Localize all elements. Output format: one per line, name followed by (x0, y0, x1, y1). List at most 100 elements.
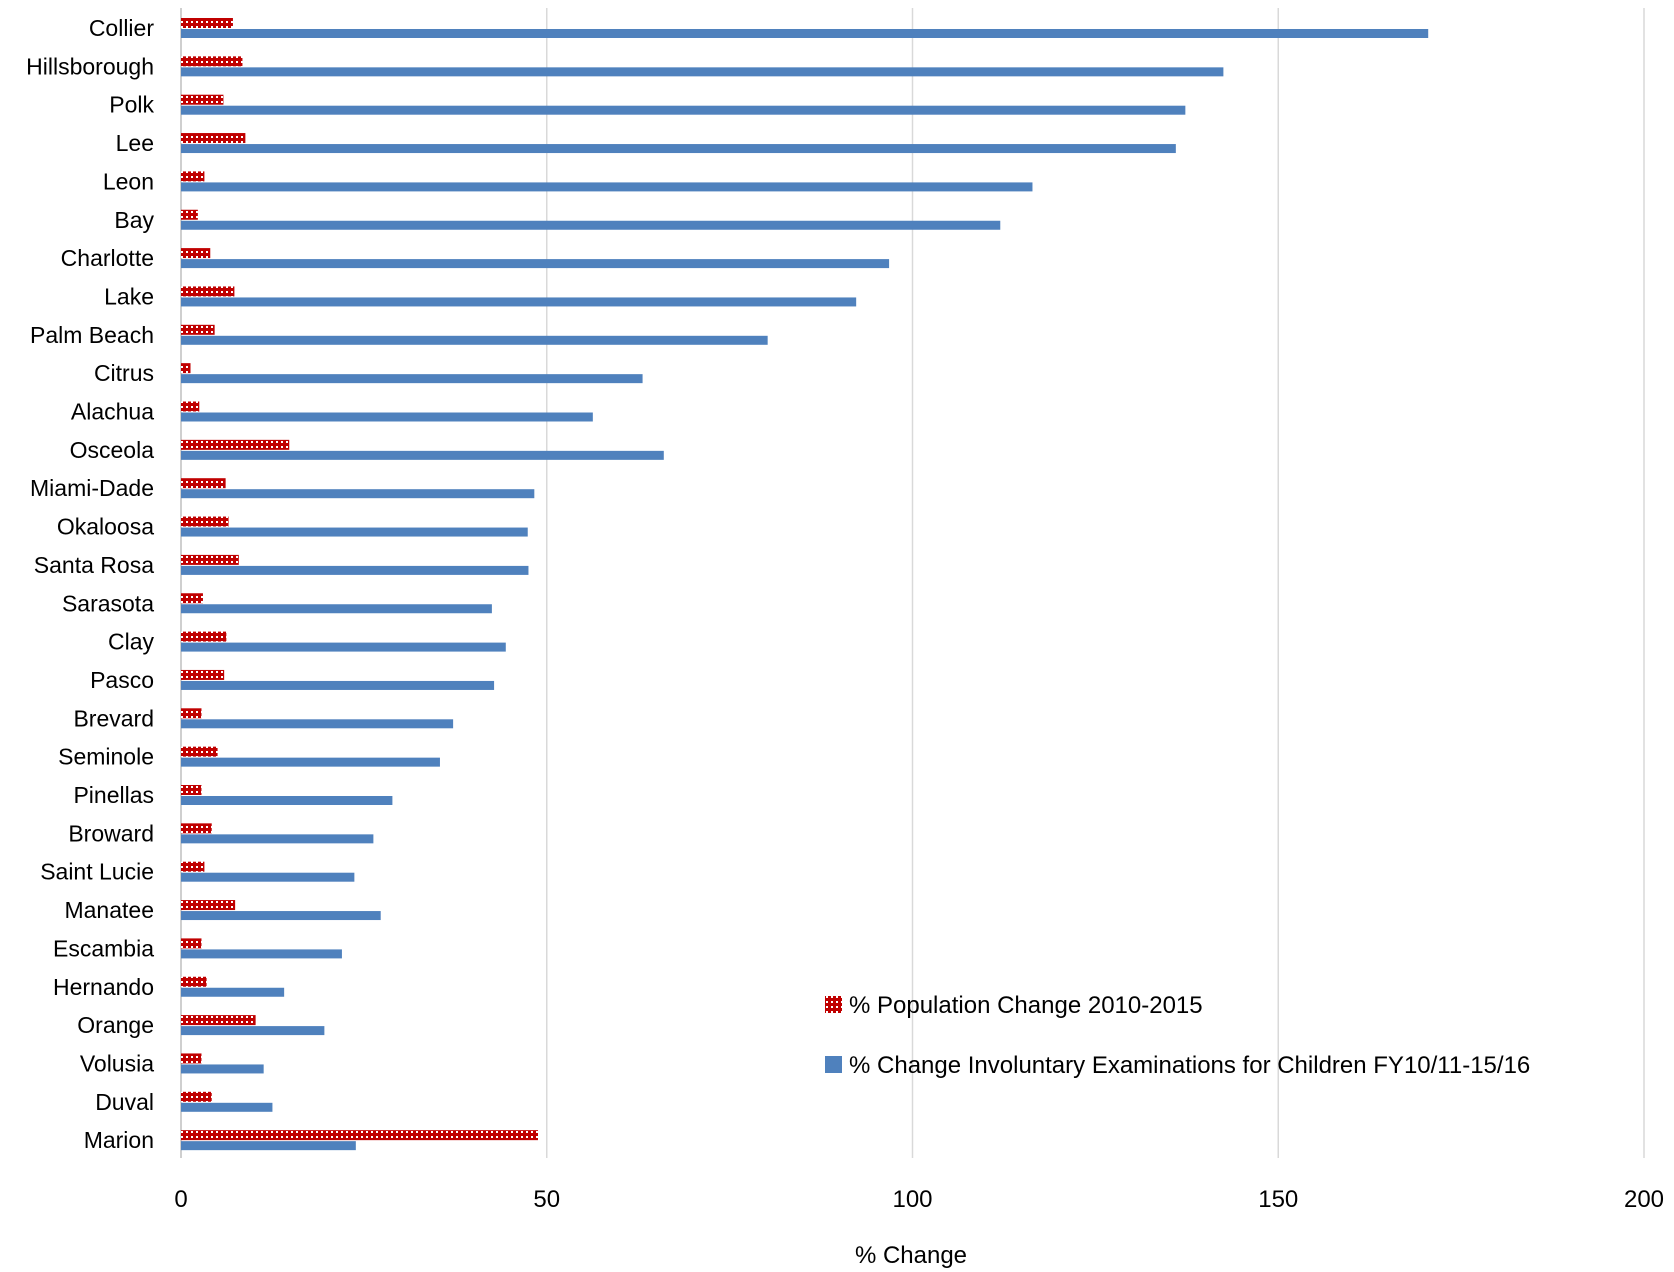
category-label-28: Duval (95, 1089, 154, 1115)
bar-examinations-27 (181, 1064, 264, 1074)
legend-label-examinations: % Change Involuntary Examinations for Ch… (849, 1052, 1530, 1079)
category-label-13: Okaloosa (57, 514, 154, 540)
bar-population-15 (181, 593, 203, 604)
category-label-15: Sarasota (62, 590, 154, 616)
bar-population-25 (181, 976, 207, 987)
category-label-5: Bay (114, 207, 154, 233)
category-labels: Collier Hillsborough Polk Lee Leon Bay Charlot… (26, 15, 154, 1153)
bar-population-6 (181, 248, 211, 259)
category-label-11: Osceola (70, 437, 155, 463)
category-label-22: Saint Lucie (40, 859, 154, 885)
bar-examinations-29 (181, 1141, 356, 1151)
bar-examinations-7 (181, 297, 857, 307)
bar-population-26 (181, 1015, 256, 1026)
bar-population-16 (181, 631, 227, 642)
bar-examinations-20 (181, 796, 393, 805)
legend-swatch-population (825, 996, 842, 1013)
category-label-29: Marion (84, 1127, 154, 1153)
bar-population-10 (181, 401, 200, 412)
bar-population-4 (181, 171, 205, 182)
bar-population-29 (181, 1130, 538, 1141)
bar-population-5 (181, 209, 198, 220)
bar-population-9 (181, 363, 191, 374)
category-label-27: Volusia (80, 1050, 154, 1076)
bar-examinations-13 (181, 527, 528, 537)
category-label-25: Hernando (53, 974, 154, 1000)
bar-examinations-23 (181, 911, 381, 921)
bar-examinations-21 (181, 834, 374, 844)
bar-population-23 (181, 900, 236, 911)
bar-population-21 (181, 823, 212, 834)
x-tick-label-50: 50 (533, 1186, 560, 1213)
category-label-3: Lee (116, 130, 154, 156)
bar-examinations-10 (181, 412, 593, 422)
bar-examinations-24 (181, 949, 342, 959)
bar-examinations-11 (181, 450, 664, 460)
bar-examinations-12 (181, 489, 535, 499)
category-label-9: Citrus (94, 360, 154, 386)
bar-population-14 (181, 554, 239, 565)
category-label-21: Broward (68, 820, 154, 846)
legend-label-population: % Population Change 2010-2015 (849, 992, 1203, 1019)
bar-examinations-22 (181, 872, 355, 882)
bar-examinations-0 (181, 29, 1429, 38)
bar-examinations-4 (181, 182, 1033, 192)
gridlines (180, 8, 1645, 1158)
category-label-24: Escambia (53, 935, 154, 961)
category-label-19: Seminole (58, 744, 154, 770)
bar-examinations-28 (181, 1102, 273, 1112)
bar-population-11 (181, 439, 290, 450)
bar-examinations-25 (181, 987, 285, 997)
bar-examinations-14 (181, 565, 529, 575)
x-tick-labels: 0 50 100 150 200 (174, 1186, 1664, 1213)
category-label-4: Leon (103, 168, 154, 194)
category-label-14: Santa Rosa (34, 552, 154, 578)
bar-examinations-17 (181, 680, 495, 690)
bar-population-13 (181, 516, 229, 527)
bar-population-27 (181, 1053, 202, 1064)
bar-population-18 (181, 708, 202, 719)
x-tick-label-0: 0 (174, 1186, 187, 1213)
bar-examinations-18 (181, 719, 454, 729)
legend-swatch-examinations (825, 1056, 842, 1073)
bar-examinations-6 (181, 259, 890, 269)
bar-examinations-26 (181, 1026, 325, 1036)
category-label-7: Lake (104, 283, 154, 309)
category-label-26: Orange (77, 1012, 154, 1038)
bar-examinations-8 (181, 335, 768, 345)
bar-population-12 (181, 478, 226, 489)
category-label-12: Miami-Dade (30, 475, 154, 501)
bar-population-22 (181, 861, 205, 872)
bar-population-0 (181, 18, 233, 28)
bar-population-19 (181, 746, 218, 757)
bar-examinations-1 (181, 67, 1224, 77)
bar-population-8 (181, 324, 215, 335)
bar-examinations-5 (181, 220, 1001, 230)
category-label-6: Charlotte (61, 245, 154, 271)
bar-population-1 (181, 56, 243, 67)
category-label-8: Palm Beach (30, 322, 154, 348)
x-tick-label-150: 150 (1258, 1186, 1298, 1213)
bar-population-24 (181, 938, 202, 949)
category-label-2: Polk (109, 92, 154, 118)
category-label-16: Clay (108, 629, 155, 655)
category-label-0: Collier (89, 15, 155, 41)
bar-population-2 (181, 94, 224, 105)
bar-population-28 (181, 1091, 212, 1102)
category-label-17: Pasco (90, 667, 154, 693)
category-label-23: Manatee (64, 897, 154, 923)
bar-population-7 (181, 286, 235, 297)
x-tick-label-100: 100 (892, 1186, 932, 1213)
category-label-18: Brevard (73, 705, 154, 731)
bar-population-17 (181, 669, 225, 680)
bar-examinations-16 (181, 642, 506, 652)
bar-examinations-9 (181, 374, 643, 384)
bar-examinations-2 (181, 105, 1186, 115)
category-label-20: Pinellas (73, 782, 154, 808)
bar-population-3 (181, 133, 246, 144)
bar-examinations-15 (181, 604, 492, 614)
x-axis-title: % Change (855, 1242, 967, 1269)
legend: % Population Change 2010-2015 % Change I… (825, 992, 1530, 1079)
bar-examinations-19 (181, 757, 440, 767)
